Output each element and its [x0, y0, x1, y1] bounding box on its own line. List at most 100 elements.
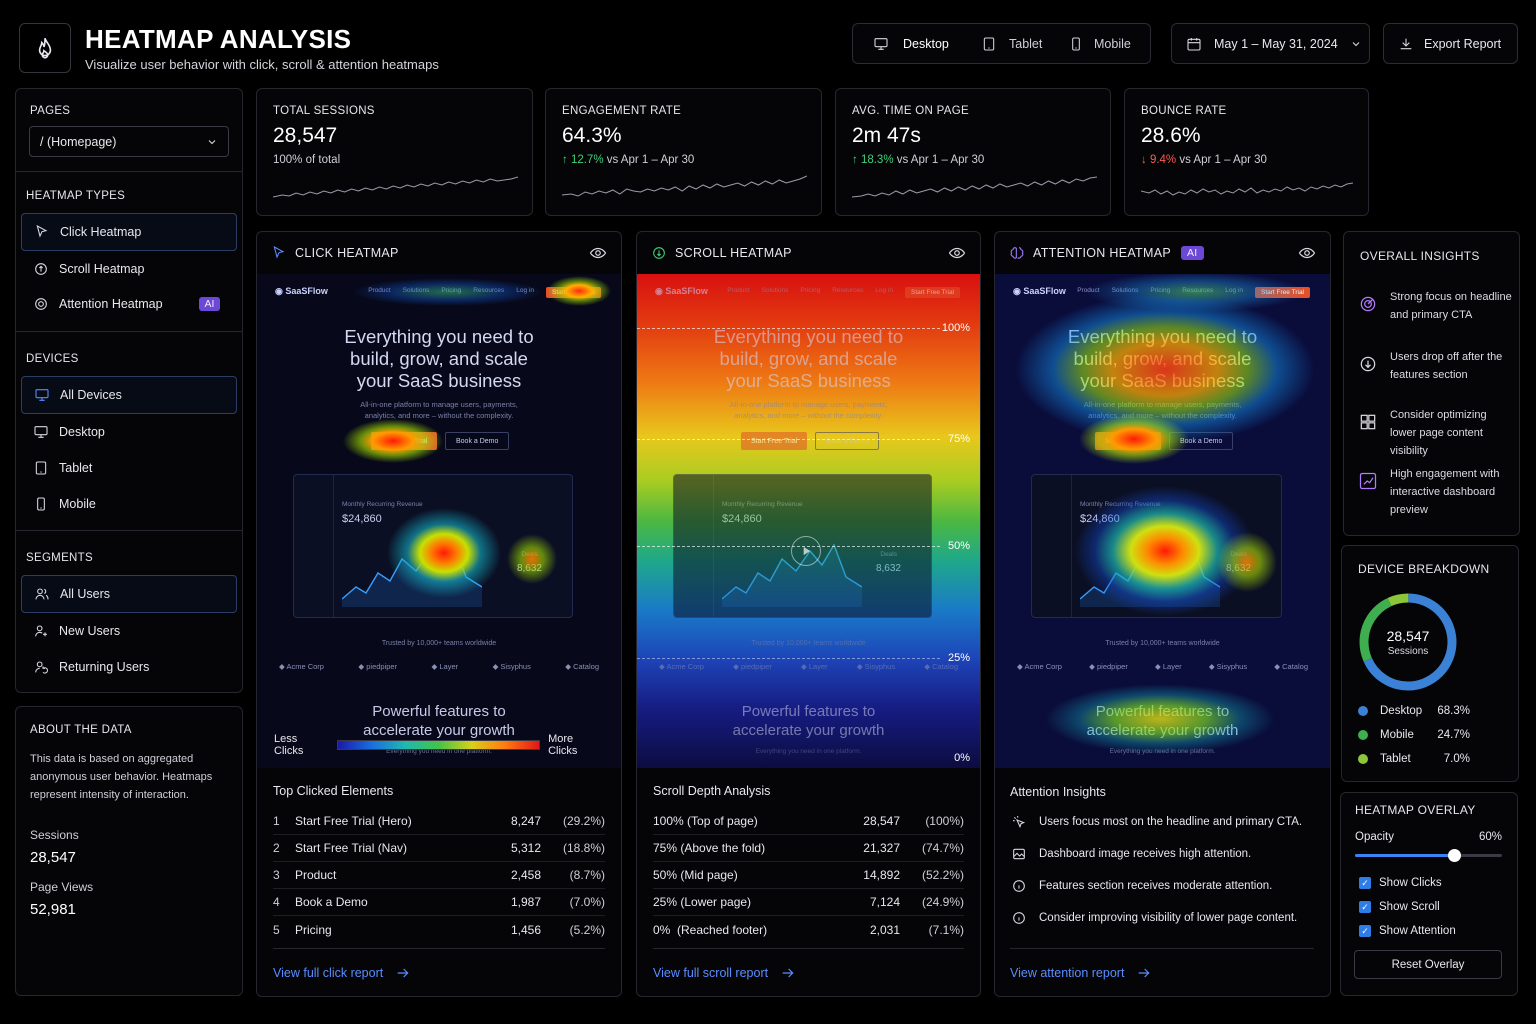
scroll-icon [651, 245, 667, 261]
target-icon [1358, 294, 1378, 314]
legend-more: More Clicks [548, 733, 578, 757]
mock-logo: ◆ Catalog [565, 662, 599, 671]
play-icon[interactable] [791, 536, 821, 566]
mock-nav-item: Resources [473, 287, 505, 294]
table-row[interactable]: 2 Start Free Trial (Nav) 5,312 (18.8%) [273, 835, 605, 862]
mock-site-scroll: ◉ SaaSFlow Product Solutions Pricing Resour… [637, 274, 980, 768]
row-pct: (5.2%) [569, 922, 605, 937]
table-row[interactable]: 100% (Top of page) 28,547 (100%) [653, 808, 964, 835]
sidebar-item-all-users[interactable]: All Users [21, 575, 237, 613]
reset-overlay-button[interactable]: Reset Overlay [1354, 950, 1502, 979]
mock-brand: ◉ SaaSFlow [275, 286, 328, 296]
table-row[interactable]: 75% (Above the fold) 21,327 (74.7%) [653, 835, 964, 862]
device-breakdown-panel: DEVICE BREAKDOWN 28,547 Sessions Desktop… [1341, 545, 1519, 782]
opacity-label: Opacity [1355, 831, 1394, 843]
insight-text: Consider improving visibility of lower p… [1039, 912, 1298, 924]
sidebar-item-new-users[interactable]: New Users [21, 612, 237, 650]
scroll-marker-50 [637, 546, 940, 547]
page-select[interactable]: / (Homepage) [29, 126, 229, 157]
scroll-icon [33, 261, 49, 277]
row-rank: 2 [273, 841, 280, 855]
about-title: ABOUT THE DATA [30, 724, 132, 736]
sessions-label: Sessions [30, 828, 79, 842]
table-row[interactable]: 25% (Lower page) 7,124 (24.9%) [653, 889, 964, 916]
view-attention-report-link[interactable]: View attention report [1010, 965, 1152, 981]
eye-icon[interactable] [948, 244, 966, 262]
about-panel: ABOUT THE DATA This data is based on agg… [15, 706, 243, 996]
mock-trusted: Trusted by 10,000+ teams worldwide [751, 640, 866, 647]
mock-dashboard: Monthly Recurring Revenue $24,860 Deals … [293, 474, 573, 618]
mock-logo: ◆ Acme Corp [659, 662, 704, 671]
date-range-picker[interactable]: May 1 – May 31, 2024 [1171, 23, 1370, 64]
ai-badge: AI [198, 297, 221, 311]
opacity-slider[interactable] [1355, 849, 1502, 862]
sidebar-item-click-heatmap[interactable]: Click Heatmap [21, 213, 237, 251]
mock-site-attention: ◉ SaaSFlow Product Solutions Pricing Resour… [995, 274, 1330, 768]
opacity-slider-thumb[interactable] [1447, 849, 1461, 862]
row-pct: (29.2%) [562, 814, 605, 828]
export-report-button[interactable]: Export Report [1383, 23, 1518, 64]
overlay-checkbox[interactable]: ✓ Show Clicks [1359, 877, 1442, 889]
table-row[interactable]: 3 Product 2,458 (8.7%) [273, 862, 605, 889]
arrow-down-circle-icon [1358, 354, 1378, 374]
stat-change-value: ↑ 12.7% [562, 154, 607, 166]
scroll-marker-label-25: 25% [947, 652, 970, 664]
tab-tablet[interactable]: Tablet [981, 24, 1042, 63]
mock-primary-button: Start Free Trial [371, 432, 438, 450]
sidebar-item-scroll-heatmap[interactable]: Scroll Heatmap [21, 250, 237, 288]
table-row[interactable]: 1 Start Free Trial (Hero) 8,247 (29.2%) [273, 808, 605, 835]
stat-change-value: ↓ 9.4% [1141, 154, 1180, 166]
row-label: Pricing [295, 922, 332, 937]
insight-text: Consider optimizing lower page content v… [1390, 409, 1487, 457]
eye-icon[interactable] [1298, 244, 1316, 262]
overall-insight-item: High engagement with interactive dashboa… [1358, 465, 1513, 519]
table-row[interactable]: 5 Pricing 1,456 (5.2%) [273, 916, 605, 943]
view-scroll-report-link[interactable]: View full scroll report [653, 965, 796, 981]
mock-sub: All-in-one platform to manage users, pay… [729, 400, 888, 420]
scroll-marker-label-50: 50% [947, 540, 970, 552]
mock-features: Powerful features to accelerate your grow… [732, 703, 885, 739]
overall-insight-item: Strong focus on headline and primary CTA [1358, 288, 1513, 324]
sidebar-item-returning-users[interactable]: Returning Users [21, 648, 237, 686]
legend-less: Less Clicks [274, 733, 304, 757]
sidebar-item-tablet[interactable]: Tablet [21, 449, 237, 487]
mock-nav-item: Product [727, 287, 750, 294]
attention-heatmap-title: ATTENTION HEATMAP [1033, 246, 1171, 260]
mock-brand: ◉ SaaSFlow [655, 286, 708, 296]
sidebar-item-attention-heatmap[interactable]: Attention Heatmap AI [21, 285, 237, 323]
tab-desktop[interactable]: Desktop [873, 24, 949, 63]
sidebar-item-desktop[interactable]: Desktop [21, 413, 237, 451]
click-heatmap-preview[interactable]: ◉ SaaSFlow Product Solutions Pricing Resour… [257, 274, 621, 768]
table-row[interactable]: 4 Book a Demo 1,987 (7.0%) [273, 889, 605, 916]
row-value: 2,031 [869, 922, 900, 937]
cursor-icon [34, 224, 50, 240]
donut-center-value: 28,547 [1386, 628, 1430, 644]
attention-heatmap-preview[interactable]: ◉ SaaSFlow Product Solutions Pricing Resour… [995, 274, 1330, 768]
scroll-heatmap-preview[interactable]: ◉ SaaSFlow Product Solutions Pricing Resour… [637, 274, 980, 768]
row-value: 5,312 [510, 841, 541, 855]
eye-icon[interactable] [589, 244, 607, 262]
row-rank: 5 [273, 922, 280, 937]
tablet-icon [33, 460, 49, 476]
view-click-report-link[interactable]: View full click report [273, 965, 411, 981]
arrow-right-icon [780, 965, 796, 981]
row-pct: (52.2%) [921, 868, 964, 882]
overlay-checkbox[interactable]: ✓ Show Attention [1359, 925, 1456, 937]
device-breakdown-title: DEVICE BREAKDOWN [1358, 562, 1490, 576]
table-row[interactable]: 0% (Reached footer) 2,031 (7.1%) [653, 916, 964, 943]
table-row[interactable]: 50% (Mid page) 14,892 (52.2%) [653, 862, 964, 889]
overlay-checkbox[interactable]: ✓ Show Scroll [1359, 901, 1440, 913]
tab-mobile[interactable]: Mobile [1068, 24, 1131, 63]
cursor-icon [271, 245, 287, 261]
sidebar-item-mobile[interactable]: Mobile [21, 485, 237, 523]
row-pct: (74.7%) [921, 841, 964, 855]
sidebar-item-all-devices[interactable]: All Devices [21, 376, 237, 414]
mock-logos: ◆ Acme Corp ◆ piedpiper ◆ Layer ◆ Sisyphus ◆… [1017, 662, 1308, 671]
phone-icon [33, 496, 49, 512]
users-icon [34, 586, 50, 602]
overall-insight-item: Consider optimizing lower page content v… [1358, 406, 1513, 460]
mock-nav-item: Resources [1182, 287, 1214, 294]
click-heatmap-title: CLICK HEATMAP [295, 246, 399, 260]
heatmap-overlay-panel: HEATMAP OVERLAY Opacity 60% ✓ Show Clicks… [1340, 792, 1518, 996]
donut-center-label: Sessions [1387, 646, 1429, 657]
